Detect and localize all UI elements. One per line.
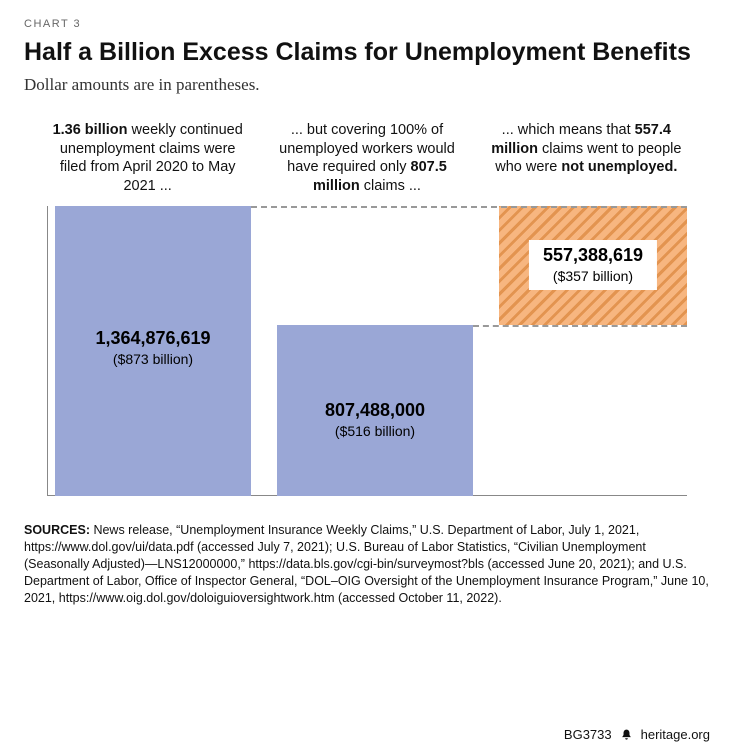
guide-line-top <box>251 206 687 208</box>
y-axis <box>47 206 48 496</box>
caption-2: ... but covering 100% of unemployed work… <box>266 121 467 196</box>
sources-label: SOURCES: <box>24 523 93 537</box>
chart-plot-area: 1,364,876,619 ($873 billion) 807,488,000 ($… <box>47 206 687 496</box>
sources-block: SOURCES: News release, “Unemployment Ins… <box>24 522 710 606</box>
excess-value: 557,388,619 <box>543 245 643 266</box>
bar-required-claims: 807,488,000 ($516 billion) <box>277 325 473 497</box>
caption-3-pre: ... which means that <box>502 122 635 138</box>
bar1-dollar: ($873 billion) <box>55 351 251 367</box>
bar2-value: 807,488,000 <box>277 400 473 421</box>
caption-1: 1.36 billion weekly continued unemployme… <box>47 121 248 196</box>
footer-code: BG3733 <box>564 727 612 742</box>
sources-text: News release, “Unemployment Insurance We… <box>24 523 709 605</box>
excess-dollar: ($357 billion) <box>543 268 643 284</box>
footer-site: heritage.org <box>641 727 710 742</box>
footer: BG3733 heritage.org <box>564 727 710 742</box>
chart-subtitle: Dollar amounts are in parentheses. <box>24 75 710 95</box>
excess-claims-box: 557,388,619 ($357 billion) <box>499 206 687 324</box>
chart-number-label: CHART 3 <box>24 18 710 30</box>
caption-3-bold2: not unemployed. <box>561 159 677 175</box>
bar2-dollar: ($516 billion) <box>277 423 473 439</box>
caption-3: ... which means that 557.4 million claim… <box>486 121 687 196</box>
guide-line-mid <box>473 325 687 327</box>
caption-1-bold: 1.36 billion <box>53 122 128 138</box>
chart-title: Half a Billion Excess Claims for Unemplo… <box>24 38 710 67</box>
caption-row: 1.36 billion weekly continued unemployme… <box>47 121 687 196</box>
bar-total-claims: 1,364,876,619 ($873 billion) <box>55 206 251 496</box>
caption-2-post: claims ... <box>360 178 421 194</box>
bar1-value: 1,364,876,619 <box>55 328 251 349</box>
bell-icon <box>620 728 633 742</box>
excess-label: 557,388,619 ($357 billion) <box>529 240 657 290</box>
